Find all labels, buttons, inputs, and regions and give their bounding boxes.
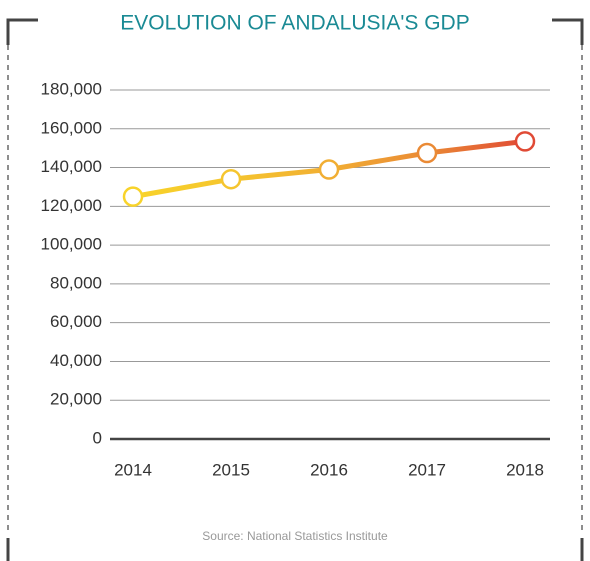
y-tick-label: 40,000: [50, 351, 102, 370]
chart-title: EVOLUTION OF ANDALUSIA'S GDP: [120, 12, 469, 35]
y-tick-label: 180,000: [41, 79, 102, 98]
x-tick-label: 2015: [212, 460, 250, 479]
marker: [122, 186, 144, 207]
marker: [514, 131, 536, 152]
y-tick-label: 120,000: [41, 196, 102, 215]
x-tick-label: 2016: [310, 460, 348, 479]
y-tick-label: 80,000: [50, 273, 102, 292]
y-tick-label: 160,000: [41, 118, 102, 137]
y-tick-label: 0: [93, 428, 102, 447]
source: Source: National Statistics Institute: [202, 529, 388, 543]
marker: [220, 168, 242, 190]
y-tick-label: 20,000: [50, 390, 102, 409]
marker: [416, 142, 438, 164]
frame: [6, 18, 584, 561]
y-tick-label: 140,000: [41, 157, 102, 176]
x-tick-label: 2018: [506, 460, 544, 479]
x-tick-label: 2017: [408, 460, 446, 479]
marker: [318, 159, 340, 180]
y-tick-label: 60,000: [50, 312, 102, 331]
y-tick-label: 100,000: [41, 235, 102, 254]
x-tick-label: 2014: [114, 460, 152, 479]
